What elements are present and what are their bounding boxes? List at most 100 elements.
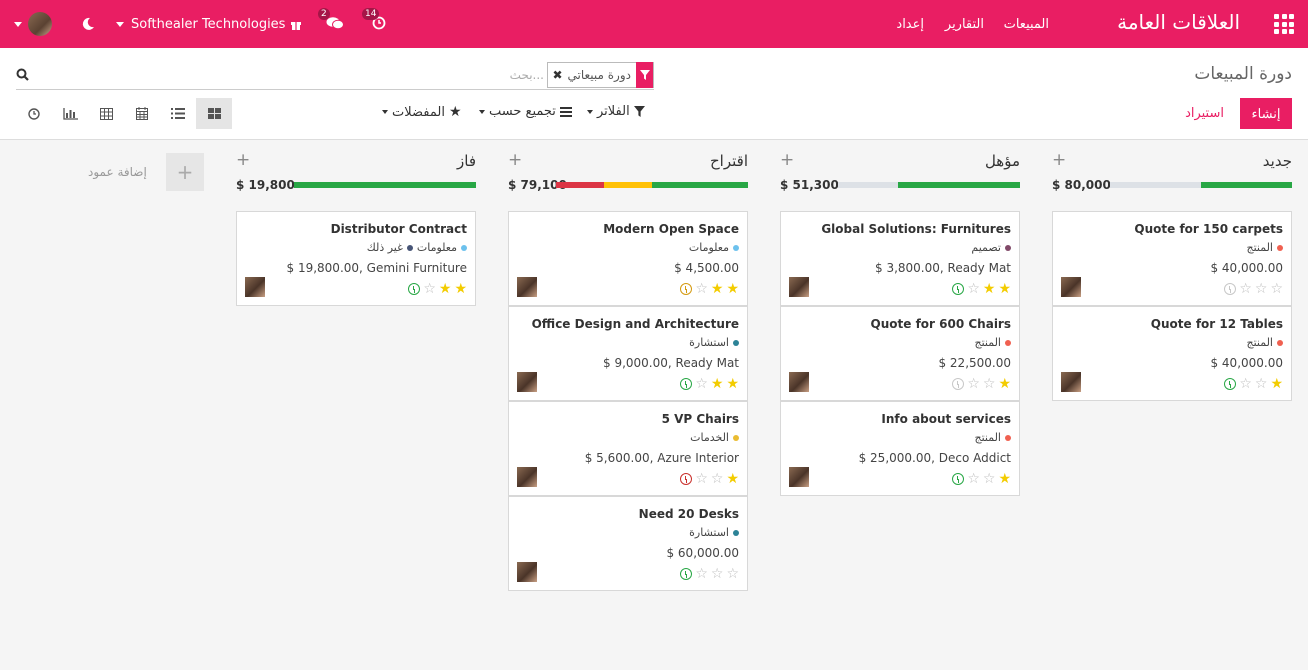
search-icon[interactable] [16,68,29,85]
salesperson-avatar[interactable] [789,467,809,487]
create-button[interactable]: إنشاء [1240,98,1292,129]
salesperson-avatar[interactable] [789,277,809,297]
salesperson-avatar[interactable] [517,467,537,487]
user-menu[interactable] [14,0,52,48]
view-pivot-icon[interactable] [88,98,124,129]
salesperson-avatar[interactable] [1061,277,1081,297]
activities-menu[interactable]: 14 [362,0,386,48]
priority-star-icon[interactable]: ☆ [695,376,708,392]
activity-clock-icon[interactable] [1224,283,1237,295]
plus-icon[interactable]: + [508,150,523,170]
menu-reports[interactable]: التقارير [944,17,984,32]
priority-star-icon[interactable]: ★ [726,471,739,487]
progress-segment[interactable] [652,182,748,188]
plus-icon[interactable]: + [236,150,251,170]
search-bar[interactable]: دورة مبيعاتي ✖ بحث... [16,62,654,90]
priority-star-icon[interactable]: ★ [726,376,739,392]
kanban-card[interactable]: Office Design and Architecture استشارة $ 9… [508,306,748,401]
priority-star-icon[interactable]: ☆ [1270,281,1283,297]
column-progress-bar[interactable] [294,182,476,188]
priority-star-icon[interactable]: ★ [998,281,1011,297]
priority-star-icon[interactable]: ☆ [967,471,980,487]
view-calendar-icon[interactable] [124,98,160,129]
groupby-dropdown[interactable]: تجميع حسب [479,104,572,119]
salesperson-avatar[interactable] [1061,372,1081,392]
view-activity-icon[interactable] [16,98,52,129]
gift-icon[interactable] [290,0,302,48]
priority-star-icon[interactable]: ☆ [982,471,996,487]
priority-star-icon[interactable]: ☆ [695,471,708,487]
priority-star-icon[interactable]: ★ [454,281,467,297]
activity-clock-icon[interactable] [680,568,693,580]
priority-star-icon[interactable]: ☆ [1239,376,1252,392]
kanban-card[interactable]: 5 VP Chairs الخدمات $ 5,600.00, Azure Inte… [508,401,748,496]
import-button[interactable]: استيراد [1185,106,1224,121]
activity-clock-icon[interactable] [952,473,965,485]
priority-star-icon[interactable]: ★ [982,281,996,297]
column-title[interactable]: مؤهل [984,152,1020,170]
priority-star-icon[interactable]: ☆ [726,566,739,582]
remove-facet-icon[interactable]: ✖ [552,68,563,82]
kanban-card[interactable]: Need 20 Desks استشارة $ 60,000.00 ☆ ☆ ☆ [508,496,748,591]
kanban-card[interactable]: Quote for 600 Chairs المنتج $ 22,500.00 ★ ☆ ☆ [780,306,1020,401]
priority-star-icon[interactable]: ★ [710,376,724,392]
column-title[interactable]: اقتراح [710,152,748,170]
plus-icon[interactable]: + [780,150,795,170]
priority-star-icon[interactable]: ☆ [710,566,724,582]
app-brand[interactable]: العلاقات العامة [1117,10,1240,34]
kanban-card[interactable]: Distributor Contract معلومات غير ذلك $ 19,8… [236,211,476,306]
priority-star-icon[interactable]: ☆ [1254,281,1268,297]
priority-star-icon[interactable]: ★ [998,471,1011,487]
column-progress-bar[interactable] [838,182,1020,188]
salesperson-avatar[interactable] [517,372,537,392]
progress-segment[interactable] [604,182,652,188]
salesperson-avatar[interactable] [517,562,537,582]
priority-star-icon[interactable]: ☆ [695,566,708,582]
search-facet[interactable]: دورة مبيعاتي ✖ [547,62,654,88]
priority-star-icon[interactable]: ☆ [982,376,996,392]
priority-star-icon[interactable]: ☆ [967,281,980,297]
salesperson-avatar[interactable] [245,277,265,297]
column-title[interactable]: جديد [1262,152,1292,170]
add-column-button[interactable]: إضافة عمود + [88,153,204,191]
salesperson-avatar[interactable] [517,277,537,297]
menu-configuration[interactable]: إعداد [896,17,924,32]
priority-star-icon[interactable]: ★ [726,281,739,297]
progress-segment[interactable] [294,182,476,188]
view-graph-icon[interactable] [52,98,88,129]
plus-icon[interactable]: + [1052,150,1067,170]
priority-star-icon[interactable]: ☆ [1239,281,1252,297]
activity-clock-icon[interactable] [408,283,421,295]
priority-star-icon[interactable]: ☆ [967,376,980,392]
apps-menu-icon[interactable] [1274,14,1294,34]
dark-mode-toggle[interactable] [80,0,96,48]
priority-star-icon[interactable]: ☆ [1254,376,1268,392]
activity-clock-icon[interactable] [680,283,693,295]
column-title[interactable]: فاز [457,152,476,170]
activity-clock-icon[interactable] [680,378,693,390]
filters-dropdown[interactable]: الفلاتر [587,104,645,119]
kanban-card[interactable]: Global Solutions: Furnitures تصميم $ 3,800… [780,211,1020,306]
view-list-icon[interactable] [160,98,196,129]
column-progress-bar[interactable] [1110,182,1292,188]
search-input[interactable]: بحث... [509,68,544,82]
column-progress-bar[interactable] [556,182,748,188]
activity-clock-icon[interactable] [680,473,693,485]
priority-star-icon[interactable]: ☆ [695,281,708,297]
activity-clock-icon[interactable] [952,283,965,295]
menu-sales[interactable]: المبيعات [1003,17,1049,32]
activity-clock-icon[interactable] [1224,378,1237,390]
priority-star-icon[interactable]: ☆ [710,471,724,487]
favorites-dropdown[interactable]: المفضلات ★ [382,104,462,120]
salesperson-avatar[interactable] [789,372,809,392]
progress-segment[interactable] [1201,182,1292,188]
priority-star-icon[interactable]: ★ [438,281,452,297]
view-kanban-icon[interactable] [196,98,232,129]
kanban-card[interactable]: Quote for 150 carpets المنتج $ 40,000.00 ☆ ☆… [1052,211,1292,306]
messages-menu[interactable]: 2 [318,0,344,48]
kanban-card[interactable]: Modern Open Space معلومات $ 4,500.00 ★ ★ ☆ [508,211,748,306]
progress-segment[interactable] [898,182,1020,188]
kanban-card[interactable]: Quote for 12 Tables المنتج $ 40,000.00 ★ ☆ ☆ [1052,306,1292,401]
priority-star-icon[interactable]: ★ [998,376,1011,392]
kanban-card[interactable]: Info about services المنتج $ 25,000.00, De… [780,401,1020,496]
